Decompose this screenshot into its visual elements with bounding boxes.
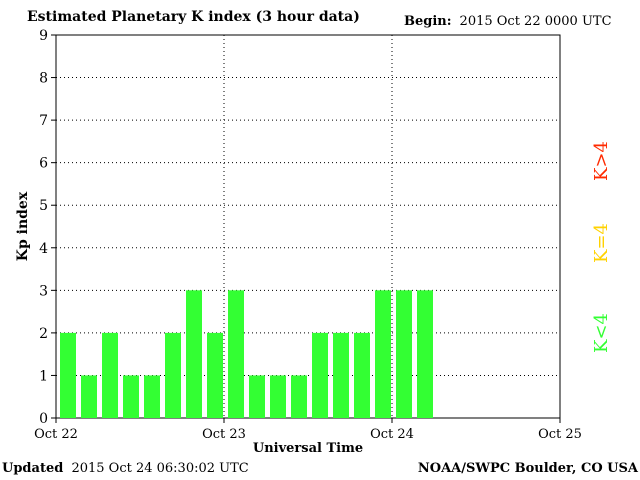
y-tick-label: 5 — [39, 198, 48, 214]
kp-bar — [102, 332, 118, 418]
kp-bar — [249, 375, 265, 418]
y-tick-label: 3 — [39, 283, 48, 299]
y-tick-label: 7 — [39, 113, 48, 129]
updated-timestamp: Updated 2015 Oct 24 06:30:02 UTC — [2, 461, 249, 476]
updated-value: 2015 Oct 24 06:30:02 UTC — [71, 461, 249, 476]
kp-bar — [123, 375, 139, 418]
begin-date: Begin: 2015 Oct 22 0000 UTC — [404, 14, 612, 29]
legend-item: K=4 — [591, 223, 612, 263]
y-tick-label: 1 — [39, 368, 48, 384]
kp-bar — [417, 290, 433, 418]
kp-bar — [270, 375, 286, 418]
kp-bar — [354, 332, 370, 418]
kp-bar — [207, 332, 223, 418]
kp-bar — [81, 375, 97, 418]
y-tick-label: 6 — [39, 156, 48, 172]
y-axis-label: Kp index — [15, 191, 31, 261]
kp-bar — [165, 332, 181, 418]
legend-item: K<4 — [591, 313, 612, 353]
kp-bar — [291, 375, 307, 418]
plot-frame — [55, 34, 561, 419]
kp-bar — [186, 290, 202, 418]
x-tick-label: Oct 25 — [538, 427, 582, 442]
y-tick-label: 8 — [39, 71, 48, 87]
source-credit: NOAA/SWPC Boulder, CO USA — [417, 461, 638, 476]
kp-bar — [333, 332, 349, 418]
x-tick-label: Oct 24 — [370, 427, 414, 442]
updated-label: Updated — [2, 461, 64, 476]
y-tick-label: 9 — [39, 28, 48, 44]
legend-item: K>4 — [591, 141, 612, 181]
kp-bar — [60, 332, 76, 418]
kp-bar — [312, 332, 328, 418]
kp-bar — [375, 290, 391, 418]
kp-bar — [396, 290, 412, 418]
chart-title: Estimated Planetary K index (3 hour data… — [27, 9, 360, 25]
begin-label: Begin: — [404, 14, 452, 29]
y-tick-label: 4 — [39, 241, 48, 257]
x-axis-label: Universal Time — [253, 441, 363, 456]
kp-bar — [228, 290, 244, 418]
y-tick-label: 2 — [39, 326, 48, 342]
kp-bar — [144, 375, 160, 418]
begin-value: 2015 Oct 22 0000 UTC — [459, 14, 612, 29]
x-tick-label: Oct 23 — [202, 427, 246, 442]
y-tick-label: 0 — [39, 411, 48, 427]
x-tick-label: Oct 22 — [34, 427, 78, 442]
